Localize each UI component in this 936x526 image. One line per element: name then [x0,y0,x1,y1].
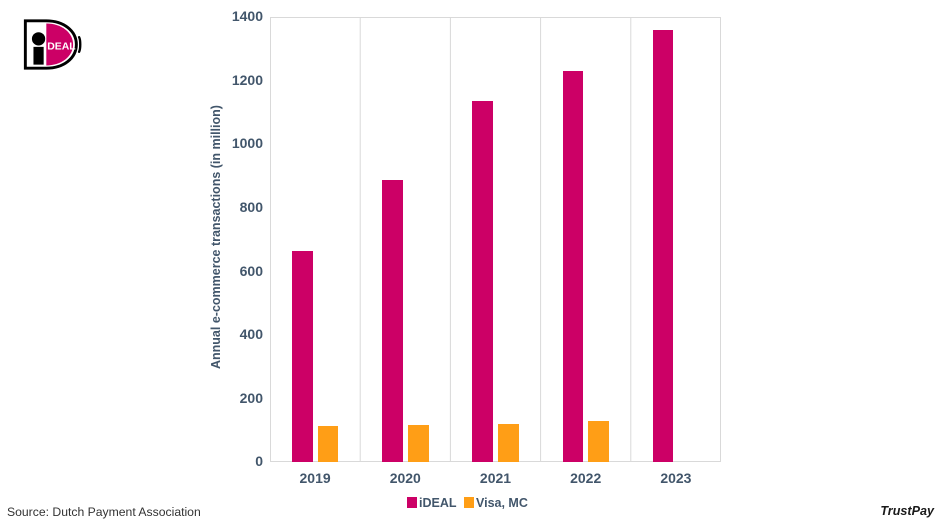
svg-text:DEAL: DEAL [47,41,76,52]
